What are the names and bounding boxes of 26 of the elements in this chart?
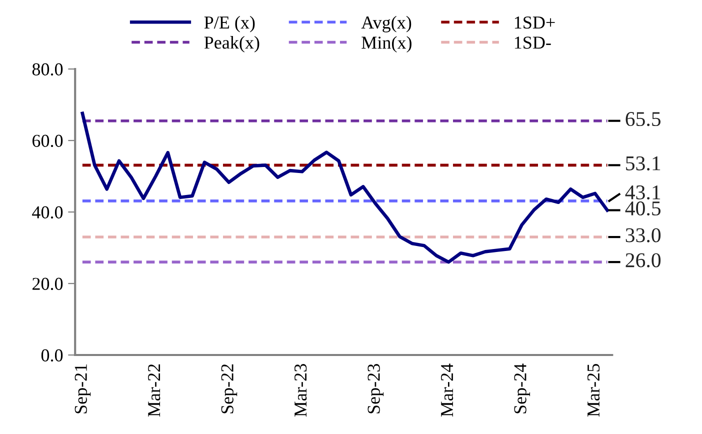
data-label: 65.5 <box>626 112 661 126</box>
legend-label: Min(x) <box>362 36 412 52</box>
data-label: 33.0 <box>626 228 661 242</box>
y-tick-label: 40.0 <box>32 206 63 219</box>
x-tick-label: Mar-25 <box>587 364 600 417</box>
legend-label: P/E (x) <box>204 16 255 32</box>
y-tick-label: 20.0 <box>32 278 63 290</box>
y-tick-label: 80.0 <box>32 63 63 76</box>
data-label: 43.1 <box>625 185 660 200</box>
legend-label: 1SD+ <box>514 16 555 29</box>
legend-label: Peak(x) <box>204 36 260 52</box>
x-tick-label: Sep-23 <box>368 364 384 414</box>
x-tick-label: Mar-23 <box>294 364 307 417</box>
data-label: 40.5 <box>625 201 661 216</box>
x-tick-label: Sep-24 <box>514 364 530 414</box>
y-tick-label: 60.0 <box>32 134 63 148</box>
x-tick-label: Sep-21 <box>74 364 91 414</box>
x-tick-label: Sep-22 <box>221 364 238 414</box>
x-tick-label: Mar-22 <box>148 364 160 417</box>
y-tick-label: 0.0 <box>41 349 63 362</box>
line-series <box>80 112 609 264</box>
legend-label: 1SD- <box>514 36 551 49</box>
legend-label: Avg(x) <box>361 16 412 32</box>
data-label: 26.0 <box>626 253 661 268</box>
data-label: 53.1 <box>626 156 660 170</box>
x-tick-label: Mar-24 <box>440 364 454 417</box>
